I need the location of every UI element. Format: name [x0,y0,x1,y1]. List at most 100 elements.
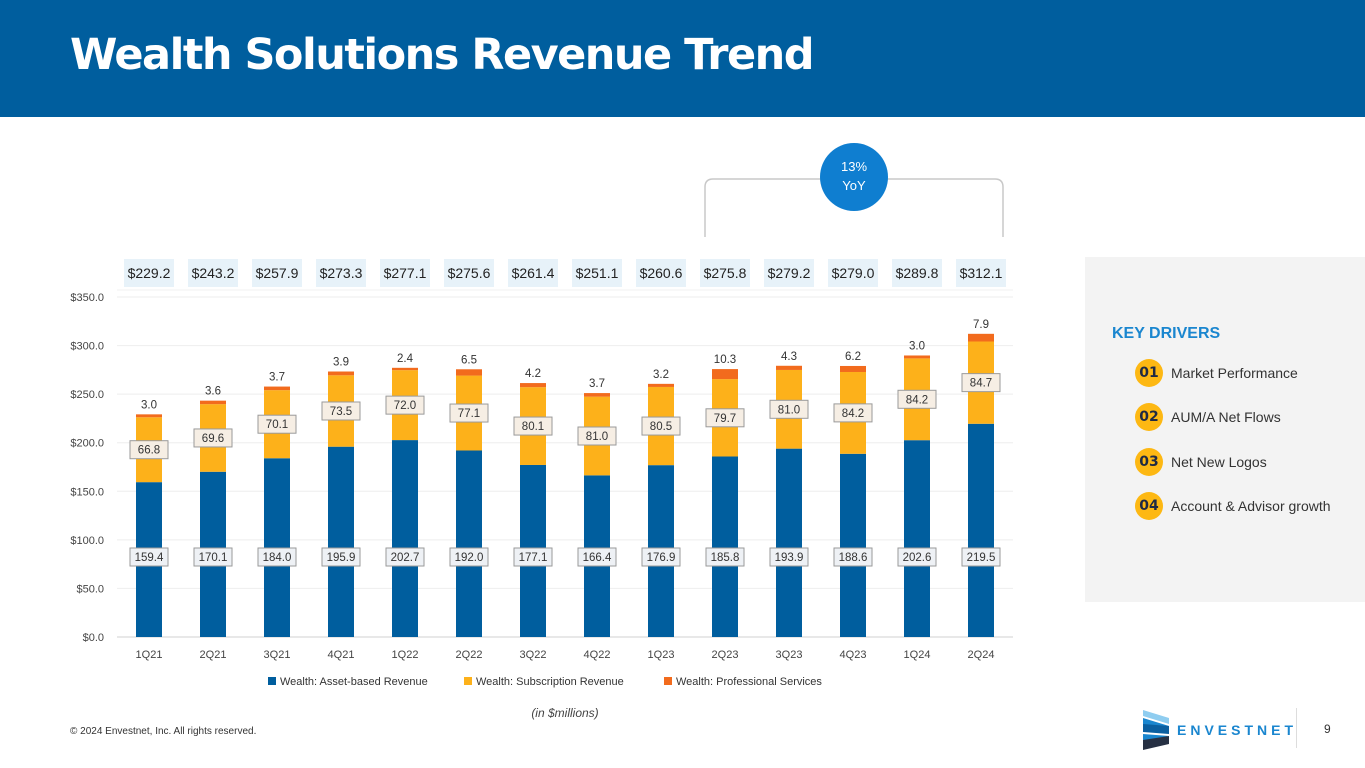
driver-number-badge: 02 [1135,403,1163,431]
data-label: 72.0 [394,400,416,412]
bar-segment-professional-services [584,393,610,397]
data-label: 84.2 [842,408,864,420]
data-label: 195.9 [327,552,356,564]
bar-segment-professional-services [520,383,546,388]
legend-label: Wealth: Professional Services [676,676,822,688]
total-label: $273.3 [320,265,363,281]
data-label: 6.5 [461,354,477,366]
stacked-bar-chart: $0.0 $50.0 $100.0 $150.0 $200.0 $250.0 $300.0 $… [70,143,1013,688]
legend-swatch [464,677,472,685]
bar-segment-asset-based [328,446,354,637]
data-label-box [385,395,425,415]
data-label-box [577,547,617,567]
bar-segment-professional-services [712,369,738,380]
header-banner: Wealth Solutions Revenue Trend [0,0,1365,117]
data-label-box [513,547,553,567]
total-label-box [380,259,430,287]
driver-number-badge: 03 [1135,448,1163,476]
data-label-box [705,547,745,567]
data-label: 166.4 [583,552,612,564]
data-label-box [577,426,617,446]
data-label-box [769,399,809,419]
bar-segment-asset-based [392,440,418,637]
bar-segment-professional-services [968,333,994,342]
bar-segment-professional-services [840,365,866,372]
x-tick-label: 4Q22 [584,649,611,661]
y-tick-label: $50.0 [76,583,104,595]
total-label-box [188,259,238,287]
bar-segment-professional-services [904,355,930,359]
data-label: 3.9 [333,357,349,369]
data-label-box [257,414,297,434]
data-label: 176.9 [647,552,676,564]
data-label-box [833,547,873,567]
data-label: 202.6 [903,552,932,564]
x-tick-label: 3Q23 [776,649,803,661]
yoy-callout-value: 13% [841,159,867,174]
data-label-box [833,403,873,423]
data-label-box [769,547,809,567]
y-tick-label: $200.0 [70,438,104,450]
total-label-box [956,259,1006,287]
driver-label: Net New Logos [1171,454,1267,470]
total-label-box [444,259,494,287]
x-tick-label: 3Q21 [264,649,291,661]
data-label-box [321,401,361,421]
data-label-box [257,547,297,567]
data-label: 3.6 [205,386,221,398]
bar-segment-asset-based [968,423,994,637]
data-label: 193.9 [775,552,804,564]
data-label: 3.0 [141,399,157,411]
driver-number-badge: 04 [1135,492,1163,520]
data-label: 202.7 [391,552,420,564]
total-label: $289.8 [896,265,939,281]
data-label: 3.7 [269,372,285,384]
y-tick-label: $100.0 [70,535,104,547]
data-label-box [513,416,553,436]
page-title: Wealth Solutions Revenue Trend [70,30,815,80]
driver-label: Market Performance [1171,365,1298,381]
data-label-box [129,547,169,567]
data-label-box [705,408,745,428]
y-tick-label: $300.0 [70,341,104,353]
data-label: 69.6 [202,433,224,445]
data-label: 4.3 [781,351,797,363]
total-label-box [316,259,366,287]
data-label-box [641,416,681,436]
key-drivers-panel: KEY DRIVERS 01 Market Performance 02 AUM… [1085,257,1365,602]
data-label-box [385,547,425,567]
x-tick-label: 4Q23 [840,649,867,661]
bar-segment-asset-based [712,456,738,637]
data-label: 6.2 [845,351,861,363]
legend-label: Wealth: Asset-based Revenue [280,676,428,688]
total-label: $275.6 [448,265,491,281]
x-tick-label: 2Q22 [456,649,483,661]
data-label-box [641,547,681,567]
total-label: $243.2 [192,265,235,281]
total-label: $260.6 [640,265,683,281]
data-label: 159.4 [135,552,164,564]
total-label-box [252,259,302,287]
y-tick-label: $250.0 [70,389,104,401]
bar-segment-asset-based [904,440,930,637]
driver-number-badge: 01 [1135,359,1163,387]
data-label: 7.9 [973,319,989,331]
data-label: 177.1 [519,552,548,564]
yoy-callout-circle [820,143,888,211]
data-label: 10.3 [714,354,736,366]
key-drivers-title: KEY DRIVERS [1112,325,1221,342]
driver-label: AUM/A Net Flows [1171,409,1281,425]
driver-item: 01 Market Performance [1135,359,1298,387]
bar-segment-professional-services [136,414,162,418]
page-number: 9 [1324,722,1331,736]
data-label: 3.2 [653,369,669,381]
bar-segment-asset-based [456,450,482,637]
driver-item: 03 Net New Logos [1135,448,1267,476]
driver-label: Account & Advisor growth [1171,498,1331,514]
x-tick-label: 1Q21 [136,649,163,661]
data-label-box [129,440,169,460]
data-label-box [897,389,937,409]
data-label: 170.1 [199,552,228,564]
total-label-box [124,259,174,287]
bar-segment-professional-services [776,365,802,370]
